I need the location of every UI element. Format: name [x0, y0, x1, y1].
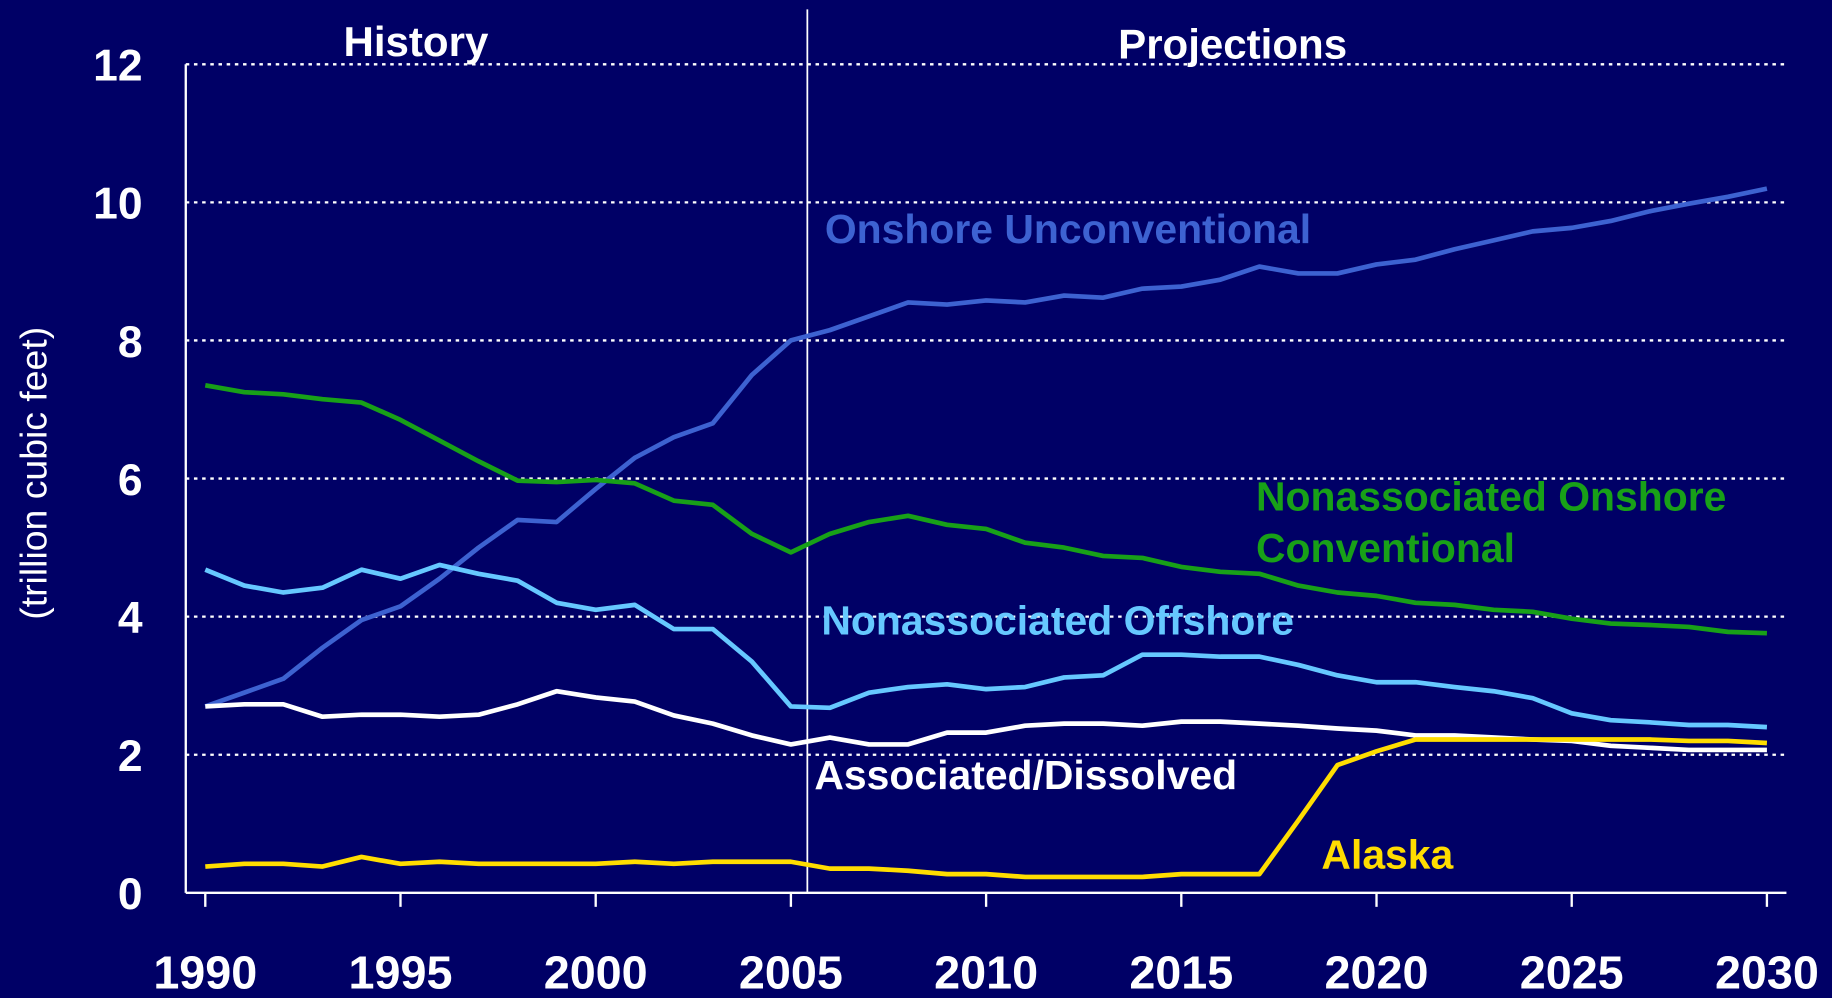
x-tick-label: 1990: [153, 947, 257, 998]
x-tick-label: 2020: [1325, 947, 1429, 998]
y-tick-label: 4: [118, 594, 143, 643]
y-tick-label: 12: [93, 42, 142, 91]
x-tick-label: 2025: [1520, 947, 1624, 998]
x-tick-label: 2005: [739, 947, 843, 998]
x-tick-label: 2030: [1715, 947, 1819, 998]
series-label: Onshore Unconventional: [824, 206, 1312, 253]
series-line: [204, 382, 1768, 636]
series-label: Alaska: [1321, 832, 1454, 878]
y-tick-label: 6: [118, 456, 143, 505]
y-axis-label: (trillion cubic feet): [13, 327, 55, 620]
y-tick-label: 2: [118, 732, 143, 781]
series-line: [204, 186, 1768, 709]
annotation: Projections: [1118, 20, 1347, 67]
series-label: Associated/Dissolved: [814, 752, 1238, 799]
y-tick-label: 8: [118, 318, 143, 367]
y-tick-label: 10: [93, 180, 142, 229]
x-tick-label: 1995: [349, 947, 453, 998]
annotation: History: [344, 18, 489, 65]
x-tick-label: 2010: [934, 947, 1038, 998]
series-line: [204, 562, 1768, 730]
x-tick-label: 2015: [1129, 947, 1233, 998]
series-line: [205, 737, 1768, 880]
series-label: Nonassociated Onshore Conventional: [1255, 474, 1727, 572]
x-tick-label: 2000: [544, 947, 648, 998]
series-label: Nonassociated Offshore: [821, 598, 1295, 644]
y-tick-label: 0: [118, 870, 143, 919]
